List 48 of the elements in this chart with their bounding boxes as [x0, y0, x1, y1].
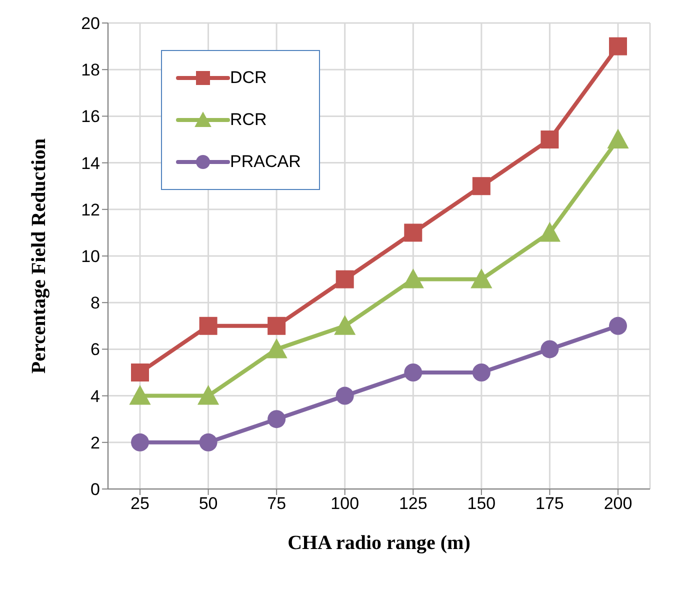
- legend-label: PRACAR: [230, 152, 301, 172]
- y-tick-label: 4: [90, 386, 100, 406]
- y-axis-title: Percentage Field Reduction: [28, 138, 50, 374]
- point: [472, 364, 490, 382]
- point: [268, 316, 286, 335]
- point: [268, 410, 286, 428]
- legend-label: RCR: [230, 110, 267, 130]
- point: [609, 37, 627, 56]
- x-axis-title: CHA radio range (m): [288, 532, 470, 554]
- point: [336, 270, 354, 288]
- point: [129, 385, 151, 405]
- y-tick-label: 2: [90, 433, 100, 452]
- y-tick-label: 14: [81, 154, 100, 173]
- y-tick-label: 0: [90, 480, 100, 500]
- point: [609, 316, 627, 335]
- point: [607, 128, 629, 148]
- y-tick-label: 16: [81, 107, 100, 126]
- x-tick-label: 200: [604, 494, 632, 514]
- y-tick-label: 10: [81, 247, 100, 266]
- x-tick-label: 100: [330, 494, 360, 514]
- point: [538, 222, 561, 242]
- x-tick-label: 75: [267, 494, 286, 514]
- y-tick-label: 20: [81, 14, 100, 34]
- x-tick-label: 25: [130, 494, 150, 514]
- point: [197, 385, 220, 405]
- x-tick-label: 175: [536, 494, 564, 514]
- point: [472, 177, 490, 196]
- legend-label: DCR: [230, 68, 267, 88]
- point: [131, 364, 149, 382]
- x-tick-label: 50: [198, 494, 218, 514]
- point: [404, 364, 422, 382]
- point: [336, 386, 354, 405]
- point: [470, 268, 492, 288]
- y-tick-label: 12: [81, 200, 100, 220]
- point: [402, 268, 424, 288]
- point: [266, 338, 288, 358]
- point: [404, 224, 422, 242]
- point: [334, 315, 356, 335]
- point: [540, 340, 559, 358]
- point: [199, 316, 218, 335]
- x-tick-label: 150: [467, 494, 496, 514]
- point: [540, 130, 559, 148]
- y-tick-label: 8: [90, 294, 100, 313]
- y-tick-label: 6: [90, 340, 100, 360]
- point: [131, 433, 149, 452]
- x-tick-label: 125: [398, 494, 428, 514]
- y-tick-label: 18: [81, 60, 100, 80]
- point: [199, 433, 218, 452]
